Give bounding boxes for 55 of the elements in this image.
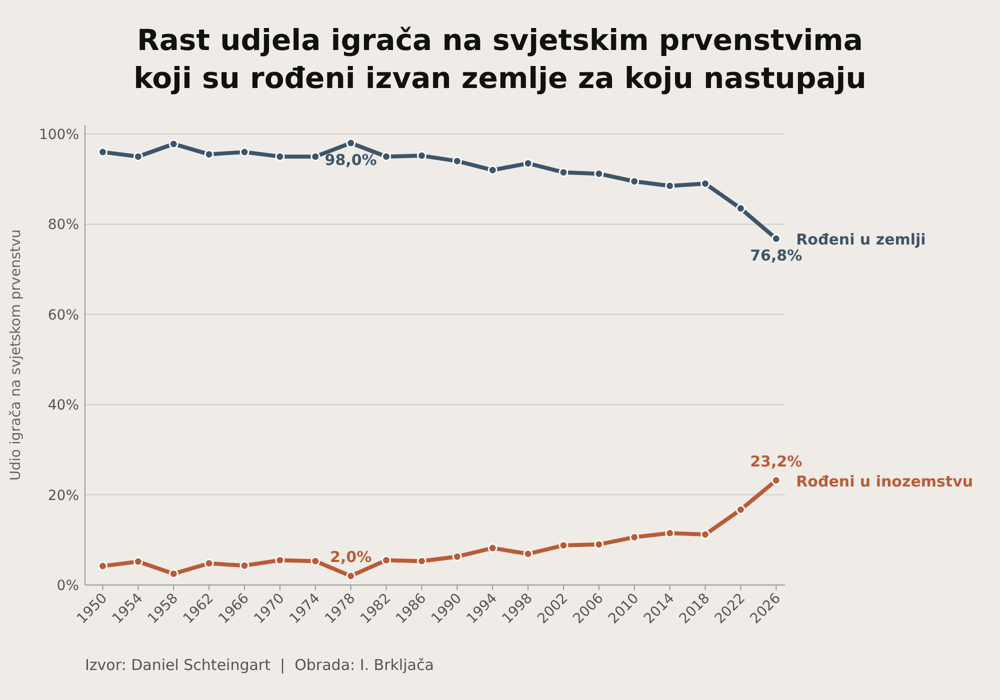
point xyxy=(98,561,108,571)
point xyxy=(665,181,675,191)
point xyxy=(310,556,320,566)
data-label: 76,8% xyxy=(750,246,802,265)
point xyxy=(133,556,143,566)
point xyxy=(700,530,710,540)
point xyxy=(275,555,285,565)
point xyxy=(771,476,781,486)
chart-title: Rast udjela igrača na svjetskim prvenstvima koji su rođeni izvan zemlje za koju nastupaju xyxy=(134,23,866,95)
data-label: 2,0% xyxy=(330,548,372,566)
point xyxy=(204,558,214,568)
point xyxy=(488,165,498,175)
point xyxy=(133,152,143,162)
point xyxy=(310,152,320,162)
y-tick-label: 80% xyxy=(48,217,79,234)
point xyxy=(452,156,462,166)
point xyxy=(275,152,285,162)
series-label: Rođeni u zemlji xyxy=(796,230,926,249)
point xyxy=(240,147,250,157)
y-tick-label: 20% xyxy=(48,488,79,504)
point xyxy=(558,168,568,178)
y-tick-label: 0% xyxy=(56,578,79,594)
point xyxy=(416,150,426,160)
point xyxy=(700,178,710,188)
point xyxy=(736,204,746,214)
point xyxy=(240,560,250,570)
point xyxy=(346,138,356,148)
point xyxy=(382,555,392,565)
point xyxy=(168,568,178,578)
data-label: 23,2% xyxy=(750,452,802,470)
point xyxy=(771,234,781,244)
point xyxy=(204,150,214,160)
y-tick-label: 40% xyxy=(48,398,79,414)
point xyxy=(736,504,746,514)
point xyxy=(168,139,178,149)
data-label: 98,0% xyxy=(324,151,377,170)
point xyxy=(558,540,568,550)
point xyxy=(523,158,533,168)
point xyxy=(630,176,640,186)
point xyxy=(382,152,392,162)
point xyxy=(452,552,462,562)
point xyxy=(594,540,604,550)
y-tick-label: 60% xyxy=(48,307,79,324)
point xyxy=(665,528,675,538)
point xyxy=(594,168,604,178)
text: Izvor: Daniel Schteingart | Obrada: I. Brkljača xyxy=(85,656,434,674)
series-label: Rođeni u inozemstvu xyxy=(796,472,974,490)
point xyxy=(523,549,533,559)
y-tick-label: 100% xyxy=(38,127,79,144)
point xyxy=(630,532,640,542)
point xyxy=(416,556,426,566)
point xyxy=(98,147,108,157)
point xyxy=(346,571,356,581)
y-axis-title: Udio igrača na svjetskom prvenstvu xyxy=(8,229,24,481)
point xyxy=(488,543,498,553)
